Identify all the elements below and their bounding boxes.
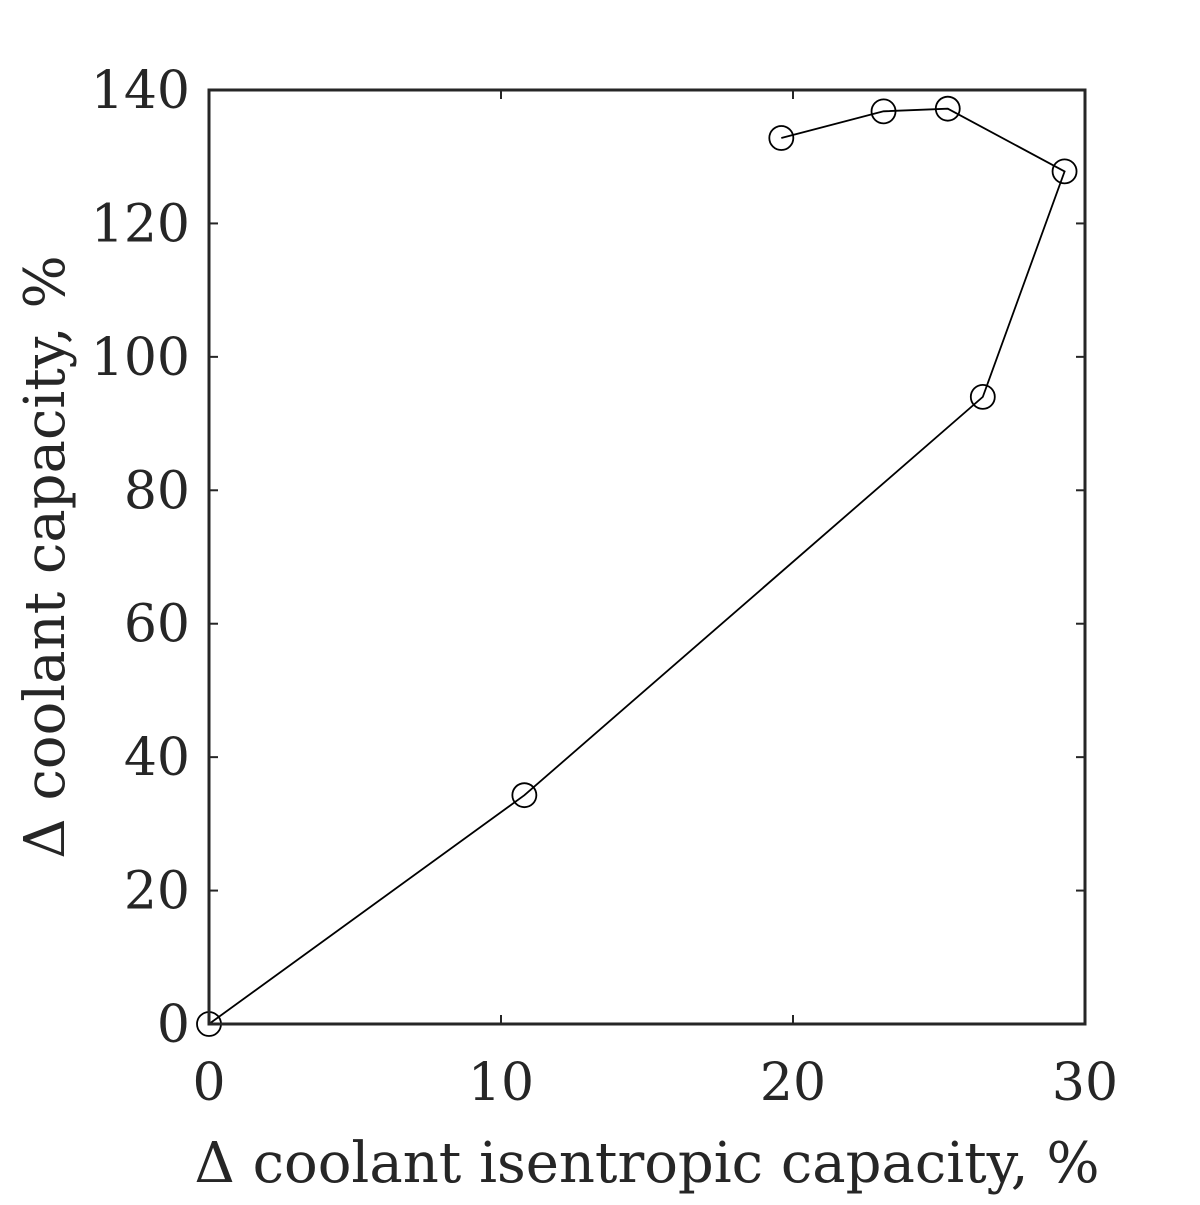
series-line (208, 107, 1066, 1025)
y-tick-label: 80 (124, 461, 190, 521)
y-axis-label: Δ coolant capacity, % (13, 255, 78, 858)
x-tick-label: 20 (760, 1053, 826, 1113)
y-tick-label: 100 (91, 328, 190, 388)
y-tick-label: 20 (124, 862, 190, 922)
x-tick-label: 30 (1052, 1053, 1118, 1113)
data-point-marker (511, 782, 538, 809)
x-tick-label: 0 (192, 1053, 225, 1113)
y-tick-label: 140 (91, 61, 190, 121)
x-tick-label: 10 (468, 1053, 534, 1113)
y-tick-label: 0 (157, 995, 190, 1055)
y-tick-label: 40 (124, 728, 190, 788)
data-point-marker (768, 125, 795, 151)
x-axis-label: Δ coolant isentropic capacity, % (194, 1131, 1099, 1196)
data-point-marker (934, 95, 961, 122)
data-point-marker (870, 98, 897, 125)
data-point-marker (969, 383, 996, 410)
series-layer (196, 95, 1078, 1037)
y-tick-label: 120 (91, 194, 190, 254)
y-tick-label: 60 (124, 595, 190, 655)
ticks-layer: 0 10 20 30 0 20 40 60 80 100 120 140 (91, 61, 1118, 1113)
plot-area-frame (207, 88, 1087, 1026)
data-point-marker (1051, 158, 1078, 185)
labels-layer: Δ coolant isentropic capacity, % Δ coola… (13, 255, 1100, 1196)
